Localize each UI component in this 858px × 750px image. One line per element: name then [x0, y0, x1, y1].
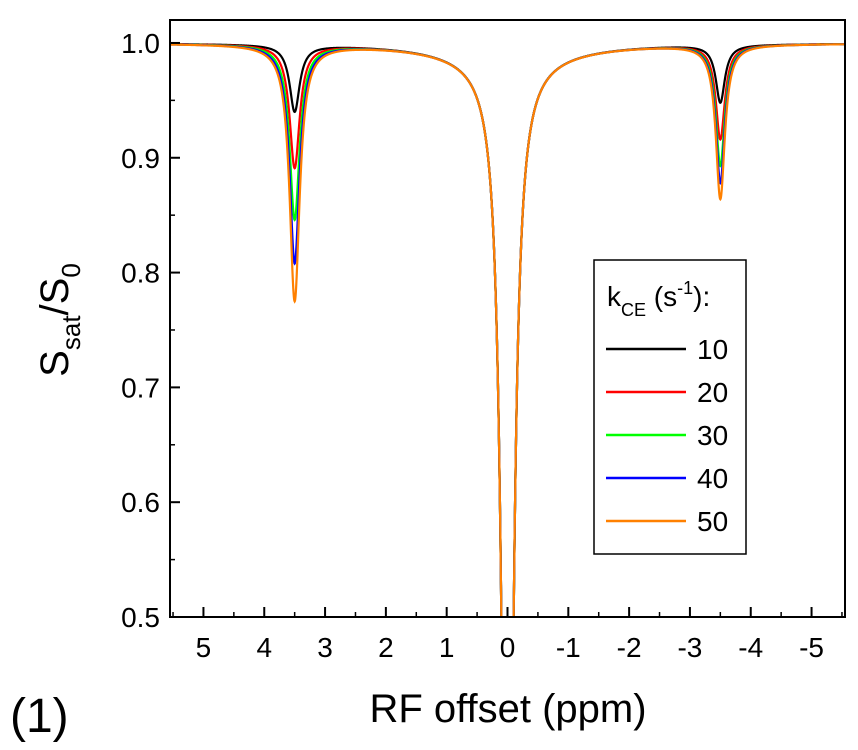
legend-label-50: 50 [697, 506, 728, 537]
x-axis-ticks: 5 4 3 2 1 0 -1 -2 -3 -4 -5 [172, 607, 843, 663]
x-tick-label: 3 [317, 632, 333, 663]
y-tick-label: 0.7 [121, 372, 160, 403]
series-line-10 [170, 42, 845, 617]
x-tick-label: -5 [799, 632, 824, 663]
panel-label: (1) [10, 690, 69, 743]
y-axis-title: Ssat/S0 [33, 263, 86, 377]
x-tick-label: 1 [439, 632, 455, 663]
x-axis-title: RF offset (ppm) [369, 687, 646, 731]
legend-title: kCE (s-1): [607, 278, 710, 320]
series-line-50 [170, 43, 845, 617]
series-curves [170, 42, 845, 617]
y-axis-ticks: 0.5 0.6 0.7 0.8 0.9 1.0 [121, 28, 180, 633]
legend-label-40: 40 [697, 463, 728, 494]
x-tick-label: 0 [500, 632, 516, 663]
legend-items: 10 20 30 40 50 [606, 334, 728, 537]
x-tick-label: 4 [256, 632, 272, 663]
y-tick-label: 0.9 [121, 143, 160, 174]
y-tick-label: 1.0 [121, 28, 160, 59]
legend-label-30: 30 [697, 420, 728, 451]
legend-label-10: 10 [697, 334, 728, 365]
series-line-20 [170, 43, 845, 617]
x-tick-label: -4 [738, 632, 763, 663]
y-tick-label: 0.8 [121, 258, 160, 289]
legend-box [593, 259, 747, 555]
legend: kCE (s-1): 10 20 30 40 50 [593, 259, 747, 555]
legend-label-20: 20 [697, 377, 728, 408]
x-tick-label: -3 [677, 632, 702, 663]
x-tick-label: -1 [556, 632, 581, 663]
x-tick-label: 5 [196, 632, 212, 663]
y-tick-label: 0.6 [121, 487, 160, 518]
y-tick-label: 0.5 [121, 602, 160, 633]
x-tick-label: -2 [617, 632, 642, 663]
x-tick-label: 2 [378, 632, 394, 663]
